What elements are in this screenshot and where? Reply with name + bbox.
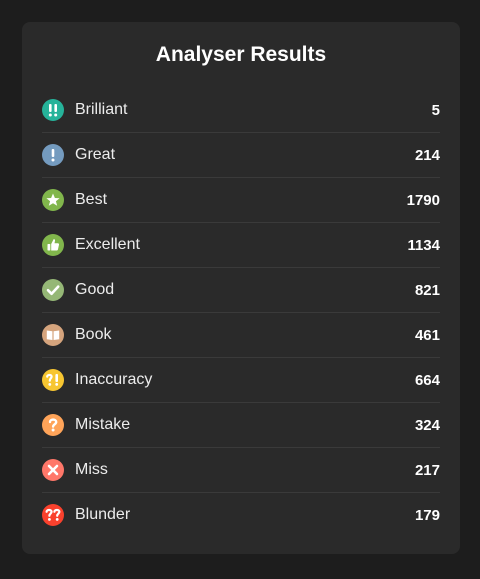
result-count: 179 <box>415 507 440 524</box>
mistake-icon <box>42 414 64 436</box>
result-row-inaccuracy: Inaccuracy 664 <box>42 358 440 403</box>
miss-x-icon <box>42 459 64 481</box>
result-label: Mistake <box>75 416 415 434</box>
result-count: 664 <box>415 372 440 389</box>
great-icon <box>42 144 64 166</box>
result-label: Brilliant <box>75 101 432 119</box>
result-count: 821 <box>415 282 440 299</box>
inaccuracy-icon <box>42 369 64 391</box>
best-star-icon <box>42 189 64 211</box>
result-row-miss: Miss 217 <box>42 448 440 493</box>
panel-title: Analyser Results <box>42 22 440 88</box>
blunder-icon <box>42 504 64 526</box>
result-label: Blunder <box>75 506 415 524</box>
result-count: 214 <box>415 147 440 164</box>
result-count: 5 <box>432 102 440 119</box>
result-row-excellent: Excellent 1134 <box>42 223 440 268</box>
brilliant-icon <box>42 99 64 121</box>
book-icon <box>42 324 64 346</box>
result-label: Best <box>75 191 407 209</box>
result-count: 1134 <box>407 237 440 254</box>
result-label: Good <box>75 281 415 299</box>
result-label: Miss <box>75 461 415 479</box>
result-label: Inaccuracy <box>75 371 415 389</box>
result-row-best: Best 1790 <box>42 178 440 223</box>
result-row-blunder: Blunder 179 <box>42 493 440 537</box>
analyser-results-panel: Analyser Results Brilliant 5 Gre <box>22 22 460 554</box>
result-label: Book <box>75 326 415 344</box>
result-row-brilliant: Brilliant 5 <box>42 88 440 133</box>
result-count: 1790 <box>407 192 440 209</box>
result-count: 461 <box>415 327 440 344</box>
result-row-great: Great 214 <box>42 133 440 178</box>
result-label: Excellent <box>75 236 407 254</box>
excellent-thumbs-up-icon <box>42 234 64 256</box>
result-row-book: Book 461 <box>42 313 440 358</box>
good-check-icon <box>42 279 64 301</box>
results-list: Brilliant 5 Great 214 Best 1790 <box>42 88 440 537</box>
result-count: 217 <box>415 462 440 479</box>
result-count: 324 <box>415 417 440 434</box>
result-row-good: Good 821 <box>42 268 440 313</box>
result-label: Great <box>75 146 415 164</box>
result-row-mistake: Mistake 324 <box>42 403 440 448</box>
